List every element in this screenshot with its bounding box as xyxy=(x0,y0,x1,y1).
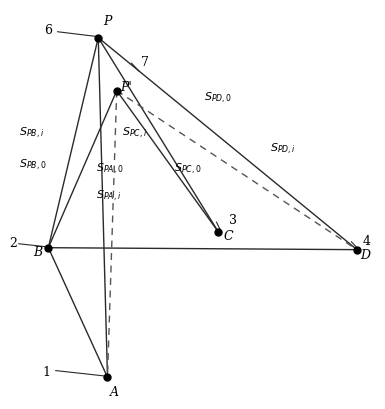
Text: P: P xyxy=(103,15,111,28)
Text: $S_{PC,0}$: $S_{PC,0}$ xyxy=(174,162,202,177)
Text: $S_{PD,i}$: $S_{PD,i}$ xyxy=(270,142,296,157)
Text: 4: 4 xyxy=(363,235,370,248)
Text: 7: 7 xyxy=(141,56,149,69)
Text: C: C xyxy=(224,230,234,243)
Text: B: B xyxy=(33,246,43,259)
Text: A: A xyxy=(110,386,119,399)
Text: P': P' xyxy=(121,81,132,94)
Text: D: D xyxy=(361,249,371,262)
Text: 3: 3 xyxy=(229,214,238,227)
Text: 6: 6 xyxy=(44,24,52,37)
Text: $S_{PA,i}$: $S_{PA,i}$ xyxy=(96,189,122,204)
Text: 2: 2 xyxy=(9,237,17,250)
Text: $S_{PB,0}$: $S_{PB,0}$ xyxy=(19,158,46,173)
Text: $S_{PB,i}$: $S_{PB,i}$ xyxy=(19,126,44,142)
Text: 1: 1 xyxy=(42,366,50,379)
Text: $S_{PD,0}$: $S_{PD,0}$ xyxy=(204,91,232,106)
Text: $S_{PA,0}$: $S_{PA,0}$ xyxy=(96,162,124,177)
Text: $S_{PC,i}$: $S_{PC,i}$ xyxy=(122,126,147,142)
